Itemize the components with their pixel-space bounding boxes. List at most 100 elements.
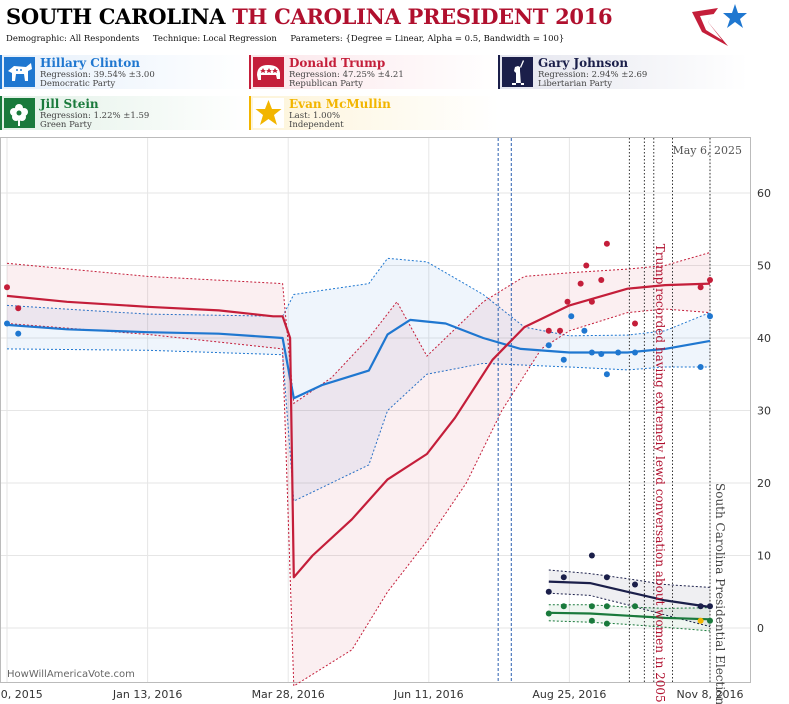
jill-stein-poll-point [588, 617, 595, 624]
x-tick-label: Oct 30, 2015 [0, 688, 43, 701]
grid [1, 138, 750, 682]
candidate-party: Republican Party [289, 79, 363, 89]
candidate-card-trump: Donald Trump Regression: 47.25% ±4.21 Re… [249, 55, 499, 89]
donald-trump-band-fill [7, 252, 710, 686]
donald-trump-band-upper [6, 252, 711, 405]
hillary-clinton-poll-point [632, 349, 639, 356]
candidate-regression: Regression: 39.54% ±3.00 [40, 70, 155, 80]
hillary-clinton-poll-point [15, 330, 22, 337]
hillary-clinton-poll-point [697, 364, 704, 370]
y-tick-label: 50 [757, 260, 771, 273]
candidate-regression: Last: 1.00% [289, 111, 341, 121]
hillary-clinton-poll-point [588, 349, 595, 356]
donald-trump-poll-point [632, 320, 639, 327]
jill-stein-trend-line [548, 611, 711, 621]
gary-johnson-trend-line [548, 580, 711, 609]
hillary-clinton-poll-point [4, 320, 10, 327]
candidate-name: Gary Johnson [538, 56, 629, 70]
hillary-clinton-poll-point [560, 356, 567, 363]
y-tick-label: 0 [757, 622, 764, 635]
donald-trump-poll-point [707, 277, 713, 283]
candidate-card-stein: Jill Stein Regression: 1.22% ±1.59 Green… [0, 96, 250, 130]
candidate-card-johnson: Gary Johnson Regression: 2.94% ±2.69 Lib… [498, 55, 748, 89]
page-title: SOUTH CAROLINA TH CAROLINA PRESIDENT 201… [6, 4, 613, 29]
hillary-clinton-band-upper [6, 257, 711, 337]
parameters-value: {Degree = Linear, Alpha = 0.5, Bandwidth… [345, 34, 565, 44]
donald-trump-poll-point [598, 277, 605, 283]
candidate-name: Hillary Clinton [40, 56, 140, 70]
donald-trump-poll-point [15, 305, 22, 312]
hillary-clinton-poll-point [603, 371, 610, 378]
gary-johnson-poll-point [707, 603, 713, 610]
gary-johnson-poll-point [560, 574, 567, 581]
x-tick-label: Mar 28, 2016 [252, 688, 325, 701]
flower-icon [4, 98, 35, 128]
candidate-name: Jill Stein [40, 97, 99, 111]
donald-trump-poll-point [577, 280, 584, 287]
candidate-party: Libertarian Party [538, 79, 613, 89]
donald-trump-poll-point [545, 327, 552, 334]
candidate-party: Green Party [40, 120, 92, 130]
evan-mcmullin-poll-point [697, 617, 704, 624]
hillary-clinton-poll-point [581, 327, 588, 334]
gary-johnson-poll-point [697, 603, 704, 610]
x-tick-label: Nov 8, 2016 [677, 688, 744, 701]
y-tick-label: 20 [757, 477, 771, 490]
candidate-name: Donald Trump [289, 56, 386, 70]
jill-stein-poll-point [707, 617, 713, 624]
demographic-value: All Respondents [69, 34, 140, 44]
candidate-party: Independent [289, 120, 344, 130]
candidate-name: Evan McMullin [289, 97, 391, 111]
polling-chart: 0 10 20 30 40 50 60 Oct 30, 2015 Jan 13, 2016 Mar… [0, 137, 771, 704]
jill-stein-poll-point [560, 603, 567, 610]
jill-stein-poll-point [588, 603, 595, 610]
candidate-regression: Regression: 47.25% ±4.21 [289, 70, 404, 80]
technique-label: Technique: [152, 34, 201, 44]
donald-trump-band-lower [6, 308, 711, 687]
donald-trump-trend-line [6, 282, 711, 579]
technique-value: Local Regression [202, 34, 277, 44]
elephant-icon [253, 57, 284, 87]
donald-trump-poll-point [4, 284, 10, 291]
gary-johnson-poll-point [588, 552, 595, 559]
hillary-clinton-trend-line [6, 318, 711, 400]
y-tick-label: 40 [757, 332, 771, 345]
site-logo-icon [692, 4, 747, 46]
candidate-card-clinton: Hillary Clinton Regression: 39.54% ±3.00… [0, 55, 250, 89]
axis-ticks: 0 10 20 30 40 50 60 Oct 30, 2015 Jan 13, 2016 Mar… [0, 187, 771, 701]
watermark-text: HowWillAmericaVote.com [7, 669, 135, 680]
star-icon [253, 98, 284, 128]
jill-stein-poll-point [603, 603, 610, 610]
donald-trump-poll-point [697, 284, 704, 291]
donald-trump-poll-point [557, 327, 564, 334]
candidate-regression: Regression: 2.94% ±2.69 [538, 70, 648, 80]
annotation-election-day: South Carolina Presidential Election [713, 483, 727, 704]
parameters-line: Demographic: All Respondents Technique: … [6, 34, 564, 44]
demographic-label: Demographic: [6, 34, 67, 44]
candidate-regression: Regression: 1.22% ±1.59 [40, 111, 150, 121]
donald-trump-poll-point [603, 240, 610, 247]
candidate-card-mcmullin: Evan McMullin Last: 1.00% Independent [249, 96, 499, 130]
event-lines [497, 138, 711, 682]
gary-johnson-poll-point [545, 588, 552, 595]
jill-stein-poll-point [632, 603, 639, 610]
x-tick-label: Jan 13, 2016 [112, 688, 182, 701]
gary-johnson-poll-point [603, 574, 610, 581]
hillary-clinton-band-lower [6, 348, 710, 502]
donald-trump-poll-point [588, 298, 595, 305]
x-tick-label: Aug 25, 2016 [532, 688, 606, 701]
title-rest: TH CAROLINA PRESIDENT 2016 [232, 4, 613, 29]
y-tick-label: 60 [757, 187, 771, 200]
gary-johnson-band-upper [548, 569, 711, 588]
trend-lines [6, 282, 711, 621]
chart-date-label: May 6, 2025 [672, 144, 742, 157]
y-tick-label: 10 [757, 550, 771, 563]
y-tick-label: 30 [757, 405, 771, 418]
poll-points [4, 240, 713, 627]
jill-stein-poll-point [603, 620, 610, 627]
statue-of-liberty-icon [502, 57, 533, 87]
hillary-clinton-poll-point [615, 349, 622, 356]
hillary-clinton-band-fill [7, 258, 710, 502]
parameters-label: Parameters: [290, 34, 343, 44]
hillary-clinton-poll-point [707, 313, 713, 320]
